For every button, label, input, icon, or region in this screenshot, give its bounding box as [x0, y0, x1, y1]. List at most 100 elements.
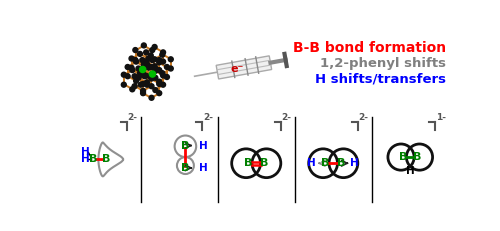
Text: 1,2-phenyl shifts: 1,2-phenyl shifts	[320, 57, 446, 70]
Circle shape	[129, 65, 134, 70]
Polygon shape	[216, 56, 272, 79]
Circle shape	[140, 69, 145, 74]
Circle shape	[157, 91, 162, 96]
Text: B: B	[260, 158, 268, 168]
Circle shape	[157, 58, 162, 63]
Circle shape	[133, 48, 138, 52]
Text: B: B	[413, 152, 422, 162]
Circle shape	[149, 76, 154, 81]
Circle shape	[152, 66, 157, 71]
Circle shape	[133, 58, 138, 63]
Circle shape	[132, 74, 137, 79]
Text: H: H	[406, 166, 414, 176]
Circle shape	[144, 73, 150, 78]
Circle shape	[136, 66, 141, 71]
Circle shape	[157, 79, 162, 84]
Circle shape	[144, 80, 150, 85]
Text: H: H	[200, 163, 208, 173]
Circle shape	[136, 75, 141, 80]
Circle shape	[160, 59, 166, 64]
Text: 2-: 2-	[282, 113, 292, 122]
Circle shape	[130, 87, 134, 92]
Text: H shifts/transfers: H shifts/transfers	[314, 72, 446, 85]
Text: 2-: 2-	[128, 113, 138, 122]
Circle shape	[140, 91, 145, 96]
Circle shape	[168, 57, 173, 62]
Circle shape	[149, 95, 154, 100]
Circle shape	[138, 52, 142, 56]
Circle shape	[140, 66, 146, 73]
Circle shape	[153, 68, 158, 73]
Circle shape	[148, 64, 153, 70]
Circle shape	[138, 82, 143, 87]
Circle shape	[149, 74, 154, 79]
Circle shape	[164, 64, 170, 70]
Circle shape	[157, 82, 162, 86]
Text: B: B	[181, 140, 190, 151]
Circle shape	[150, 48, 155, 52]
Circle shape	[140, 88, 145, 93]
Circle shape	[138, 71, 142, 76]
Circle shape	[150, 58, 155, 63]
Circle shape	[148, 53, 153, 58]
Circle shape	[149, 84, 154, 89]
Text: H: H	[308, 158, 316, 168]
Circle shape	[153, 75, 158, 80]
Circle shape	[134, 78, 138, 83]
Circle shape	[130, 68, 134, 73]
Circle shape	[142, 43, 146, 48]
Circle shape	[132, 84, 137, 89]
Text: B-B bond formation: B-B bond formation	[292, 41, 446, 55]
Circle shape	[140, 68, 145, 73]
Circle shape	[152, 64, 157, 69]
Circle shape	[164, 75, 170, 79]
Text: B: B	[322, 158, 330, 168]
Text: B: B	[399, 152, 407, 162]
Circle shape	[160, 73, 166, 78]
Circle shape	[144, 59, 148, 64]
Circle shape	[152, 57, 157, 62]
Circle shape	[142, 62, 146, 67]
Circle shape	[134, 59, 138, 64]
Text: B: B	[181, 163, 190, 173]
Text: 2-: 2-	[358, 113, 368, 122]
Circle shape	[148, 72, 153, 77]
Circle shape	[150, 71, 156, 77]
Circle shape	[152, 45, 157, 49]
Circle shape	[140, 58, 145, 63]
Circle shape	[153, 66, 158, 71]
Circle shape	[122, 72, 126, 77]
Circle shape	[146, 65, 151, 70]
Circle shape	[142, 64, 147, 70]
Circle shape	[129, 56, 134, 61]
Circle shape	[160, 50, 166, 55]
Text: H: H	[200, 140, 208, 151]
Circle shape	[138, 72, 143, 77]
Text: 2-: 2-	[203, 113, 213, 122]
Circle shape	[157, 68, 162, 73]
Text: B: B	[102, 154, 110, 164]
Circle shape	[160, 82, 166, 87]
Circle shape	[146, 56, 151, 61]
Circle shape	[142, 74, 147, 79]
Circle shape	[125, 64, 130, 70]
Text: 1-: 1-	[436, 113, 446, 122]
Circle shape	[160, 52, 165, 57]
Text: B: B	[337, 158, 345, 168]
Circle shape	[148, 75, 153, 79]
Circle shape	[157, 60, 162, 65]
Circle shape	[122, 82, 126, 87]
Circle shape	[144, 82, 150, 87]
Circle shape	[160, 71, 165, 76]
Circle shape	[125, 74, 130, 79]
Text: H: H	[81, 154, 90, 164]
Circle shape	[144, 61, 150, 66]
Text: H: H	[350, 158, 359, 168]
Circle shape	[153, 88, 158, 93]
Text: e⁻: e⁻	[231, 64, 244, 73]
Text: H: H	[81, 147, 90, 158]
Circle shape	[168, 66, 173, 71]
Text: B: B	[244, 158, 252, 168]
Circle shape	[140, 82, 145, 86]
Circle shape	[144, 50, 148, 55]
